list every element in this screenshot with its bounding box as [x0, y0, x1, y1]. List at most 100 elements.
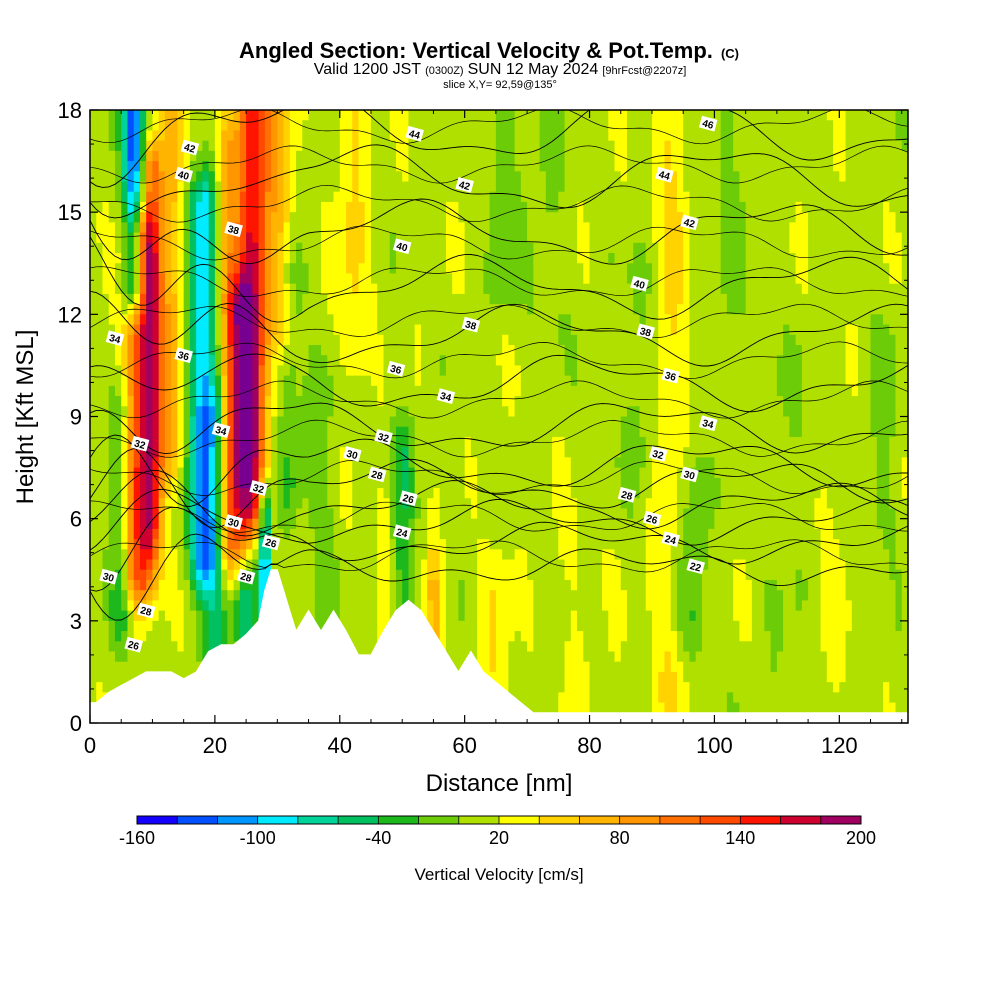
velocity-cell: [196, 253, 203, 264]
velocity-cell: [246, 559, 253, 571]
velocity-cell: [602, 477, 609, 489]
velocity-cell: [133, 161, 141, 172]
velocity-cell: [202, 171, 210, 183]
velocity-cell: [196, 641, 203, 653]
velocity-cell: [570, 110, 578, 121]
velocity-cell: [514, 201, 522, 213]
velocity-cell: [177, 406, 185, 418]
velocity-cell: [552, 549, 559, 561]
velocity-cell: [495, 549, 503, 561]
velocity-cell: [196, 324, 203, 336]
velocity-cell: [595, 181, 603, 193]
velocity-cell: [527, 457, 534, 469]
velocity-cell: [514, 334, 522, 346]
velocity-cell: [139, 110, 147, 121]
velocity-cell: [314, 283, 322, 295]
velocity-cell: [189, 283, 197, 295]
velocity-cell: [314, 477, 322, 489]
velocity-cell: [514, 671, 522, 683]
velocity-cell: [414, 140, 422, 152]
velocity-cell: [602, 304, 609, 315]
velocity-cell: [383, 539, 391, 550]
velocity-cell: [327, 344, 335, 356]
velocity-cell: [252, 283, 260, 295]
velocity-cell: [327, 498, 335, 510]
velocity-cell: [214, 539, 222, 550]
velocity-cell: [570, 181, 578, 193]
velocity-cell: [552, 579, 559, 591]
velocity-cell: [408, 334, 416, 346]
velocity-cell: [508, 416, 516, 428]
velocity-cell: [439, 314, 447, 326]
velocity-cell: [445, 508, 453, 520]
velocity-cell: [514, 385, 522, 397]
velocity-cell: [339, 385, 347, 397]
velocity-cell: [352, 569, 360, 581]
velocity-cell: [139, 620, 147, 632]
velocity-cell: [570, 222, 578, 234]
velocity-cell: [339, 181, 347, 193]
velocity-cell: [445, 232, 453, 244]
velocity-cell: [383, 161, 391, 172]
velocity-cell: [271, 232, 278, 244]
velocity-cell: [158, 242, 166, 254]
velocity-cell: [314, 569, 322, 581]
velocity-cell: [264, 232, 272, 244]
velocity-cell: [202, 559, 210, 571]
velocity-cell: [271, 457, 278, 469]
velocity-cell: [314, 232, 322, 244]
velocity-cell: [395, 212, 403, 223]
velocity-cell: [452, 518, 460, 530]
velocity-cell: [221, 385, 228, 397]
velocity-cell: [139, 355, 147, 367]
velocity-cell: [90, 385, 97, 397]
velocity-cell: [364, 447, 372, 458]
velocity-cell: [102, 140, 110, 152]
velocity-cell: [445, 457, 453, 469]
velocity-cell: [589, 344, 597, 356]
velocity-cell: [589, 539, 597, 550]
velocity-cell: [214, 253, 222, 264]
velocity-cell: [121, 559, 129, 571]
velocity-cell: [527, 344, 534, 356]
velocity-cell: [202, 253, 210, 264]
velocity-cell: [246, 539, 253, 550]
velocity-cell: [252, 130, 260, 142]
velocity-cell: [495, 661, 503, 673]
velocity-cell: [333, 110, 341, 121]
velocity-cell: [227, 232, 235, 244]
velocity-cell: [152, 569, 160, 581]
velocity-cell: [545, 385, 553, 397]
velocity-cell: [602, 661, 609, 673]
velocity-cell: [477, 641, 484, 653]
velocity-cell: [246, 579, 253, 591]
velocity-cell: [308, 447, 316, 458]
velocity-cell: [358, 161, 366, 172]
velocity-cell: [495, 222, 503, 234]
velocity-cell: [333, 201, 341, 213]
velocity-cell: [583, 232, 591, 244]
velocity-cell: [477, 161, 484, 172]
velocity-cell: [121, 467, 129, 479]
velocity-cell: [333, 436, 341, 448]
velocity-cell: [271, 253, 278, 264]
velocity-cell: [508, 314, 516, 326]
velocity-cell: [564, 263, 572, 275]
velocity-cell: [202, 385, 210, 397]
velocity-cell: [302, 436, 310, 448]
velocity-cell: [208, 467, 216, 479]
velocity-cell: [127, 334, 135, 346]
velocity-cell: [439, 232, 447, 244]
velocity-cell: [283, 579, 291, 591]
velocity-cell: [214, 110, 222, 121]
velocity-cell: [221, 518, 228, 530]
velocity-cell: [583, 579, 591, 591]
velocity-cell: [221, 590, 228, 601]
velocity-cell: [108, 365, 116, 377]
velocity-cell: [164, 263, 172, 275]
velocity-cell: [296, 130, 303, 142]
velocity-cell: [264, 283, 272, 295]
velocity-cell: [289, 590, 297, 601]
velocity-cell: [196, 651, 203, 663]
velocity-cell: [527, 590, 534, 601]
